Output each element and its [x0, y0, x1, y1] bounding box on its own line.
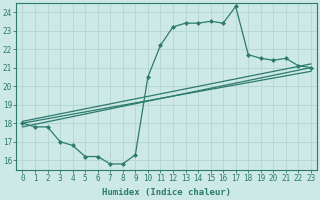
X-axis label: Humidex (Indice chaleur): Humidex (Indice chaleur)	[102, 188, 231, 197]
